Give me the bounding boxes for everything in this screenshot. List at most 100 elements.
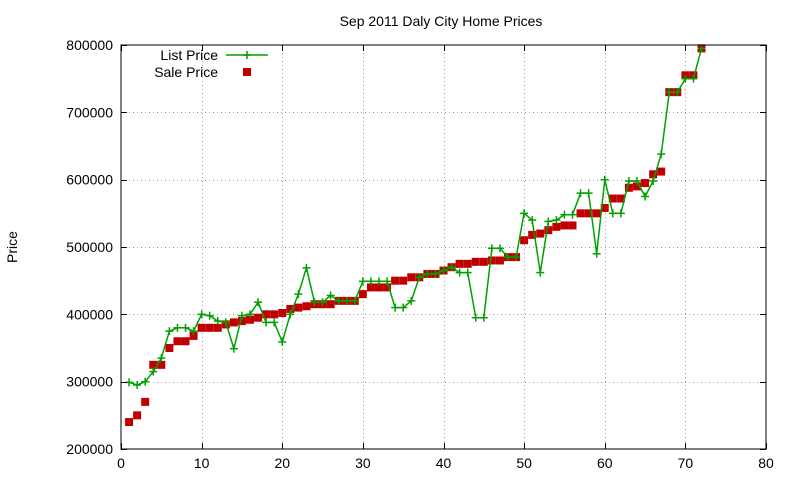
list-price-point [399, 303, 408, 312]
list-price-point [310, 298, 319, 307]
sale-price-point [294, 303, 303, 312]
sale-price-point [246, 315, 254, 324]
sale-price-point [616, 194, 625, 203]
y-tick-label: 200000 [66, 441, 113, 457]
list-price-point [528, 216, 537, 225]
sale-price-point [399, 276, 408, 285]
x-tick-label: 0 [117, 455, 125, 471]
legend-label-list-price: List Price [160, 47, 218, 63]
list-price-point [270, 318, 279, 327]
sale-price-point [624, 183, 633, 192]
list-price-line [128, 48, 703, 386]
sale-price-point [633, 182, 641, 191]
list-price-point [181, 323, 190, 332]
list-price-point [633, 177, 641, 186]
sale-price-point [576, 209, 585, 218]
list-price-point [141, 377, 150, 386]
list-price-point [576, 189, 585, 198]
list-price-point [665, 88, 674, 97]
sale-price-point [600, 203, 609, 212]
list-price-point [649, 177, 658, 186]
series-sale-price [125, 44, 706, 427]
sale-price-point [149, 360, 158, 369]
list-price-point [487, 244, 496, 253]
list-price-point [624, 177, 633, 186]
sale-price-point [358, 290, 367, 299]
list-price-point [504, 253, 512, 262]
list-price-point [512, 253, 521, 262]
sale-price-point [262, 310, 271, 319]
list-price-point [133, 381, 142, 390]
sale-price-point [173, 337, 182, 346]
sale-price-point [157, 360, 166, 369]
sale-price-point [544, 226, 553, 235]
sale-price-point [286, 304, 295, 313]
list-price-point [471, 313, 480, 322]
list-price-point [254, 298, 263, 307]
list-price-point [415, 273, 424, 282]
sale-price-point [205, 323, 214, 332]
list-price-point [262, 318, 271, 327]
sale-price-point [254, 313, 263, 322]
sale-price-point [375, 283, 383, 292]
list-price-point [431, 269, 440, 278]
list-price-point [560, 210, 569, 219]
sale-price-point [641, 179, 650, 188]
list-price-point [463, 268, 472, 277]
sale-price-point [455, 259, 464, 268]
list-price-point [294, 290, 303, 299]
list-price-point [197, 310, 206, 319]
sale-price-point [302, 302, 311, 311]
sale-price-point [560, 221, 569, 230]
sale-price-point [657, 167, 666, 176]
list-price-point [600, 175, 609, 184]
sale-price-point [213, 323, 222, 332]
axis-ticks: 0 10 20 30 40 50 60 70 80 200000 300000 400000 50000… [66, 37, 774, 471]
y-tick-label: 400000 [66, 306, 113, 322]
sale-price-point [125, 418, 134, 427]
list-price-point [318, 298, 327, 307]
x-tick-label: 60 [597, 455, 613, 471]
list-price-point [302, 263, 311, 272]
sale-price-point [520, 236, 529, 245]
sale-price-point [237, 317, 246, 326]
list-price-point [455, 268, 464, 277]
sale-price-point [592, 209, 601, 218]
list-price-point [221, 318, 230, 327]
sale-price-point [552, 222, 561, 231]
x-tick-label: 50 [516, 455, 532, 471]
list-price-point [286, 310, 295, 319]
x-tick-label: 80 [758, 455, 774, 471]
list-price-point [157, 354, 166, 363]
list-price-point [439, 266, 448, 275]
sale-price-point [181, 337, 190, 346]
list-price-point [568, 210, 577, 219]
list-price-point [592, 249, 601, 258]
list-price-point [495, 244, 504, 253]
sale-price-point [479, 257, 488, 266]
list-price-point [520, 209, 529, 218]
sale-price-point [495, 256, 504, 265]
list-price-point [447, 263, 456, 272]
sale-price-point [165, 344, 174, 352]
list-price-point [350, 296, 359, 305]
y-axis-label: Price [4, 231, 20, 263]
y-tick-label: 300000 [66, 374, 113, 390]
list-price-point [246, 310, 254, 319]
legend-marker-list-price [243, 51, 251, 59]
list-price-point [673, 88, 682, 97]
list-price-point [536, 268, 545, 277]
list-price-point [149, 367, 158, 376]
list-price-point [608, 209, 617, 218]
y-tick-label: 700000 [66, 104, 113, 120]
list-price-point [165, 327, 174, 336]
sale-price-point [391, 276, 400, 285]
list-price-point [544, 217, 553, 226]
list-price-point [681, 74, 690, 83]
list-price-point [213, 317, 222, 326]
list-price-point [391, 303, 400, 312]
list-price-point [383, 277, 392, 286]
sale-price-point [407, 273, 416, 282]
x-tick-label: 70 [678, 455, 694, 471]
